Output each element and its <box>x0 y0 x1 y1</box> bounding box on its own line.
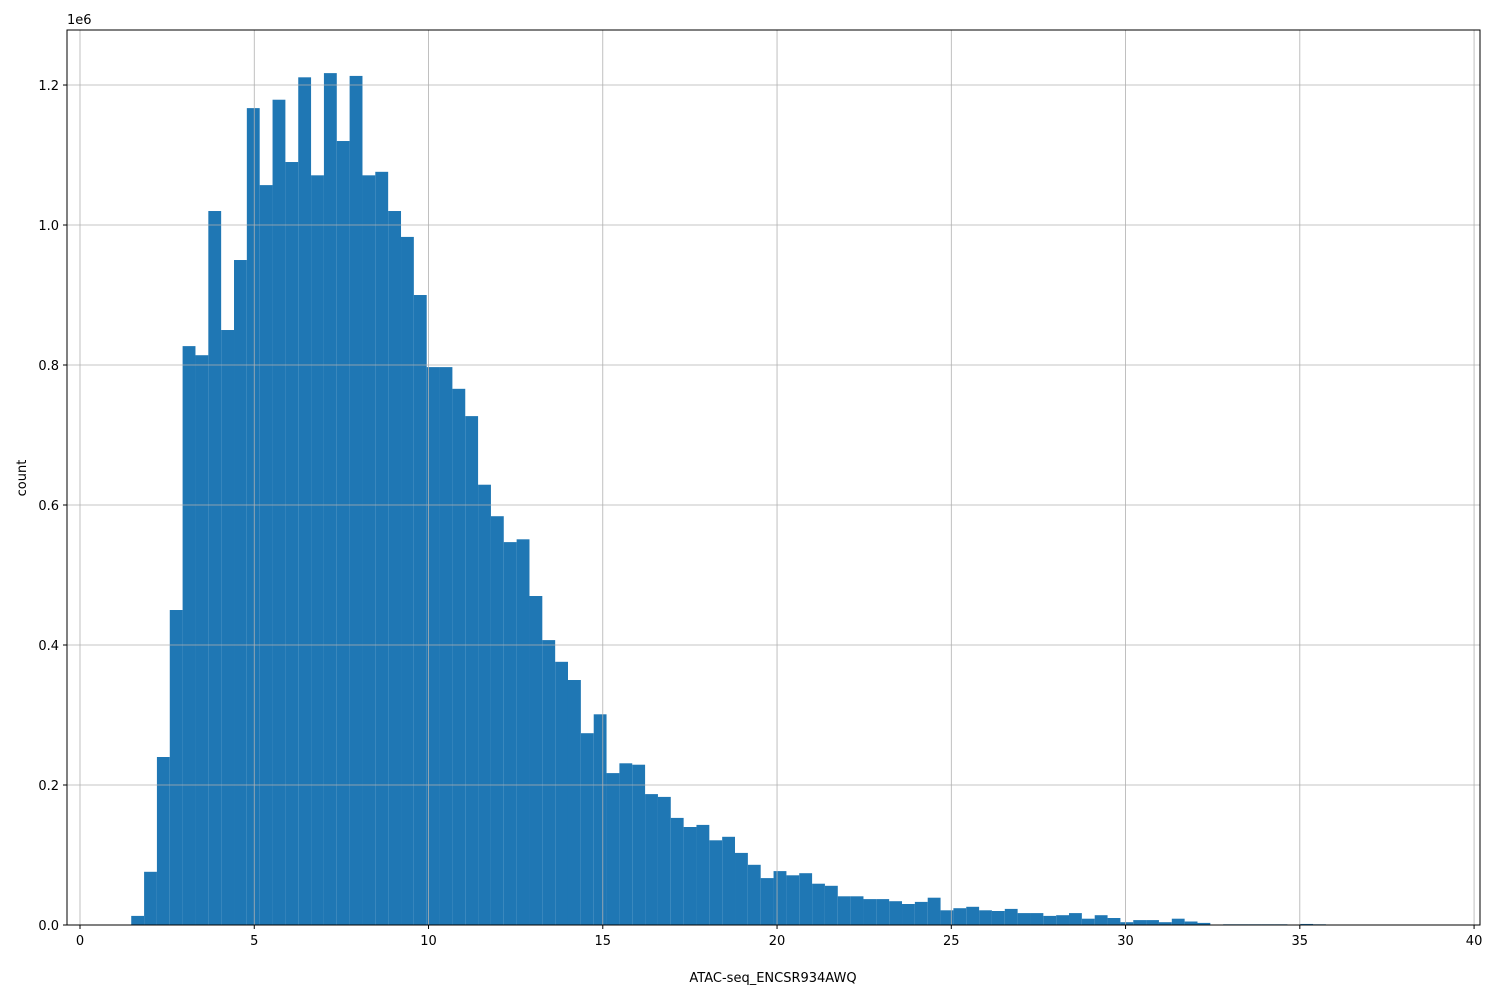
bar <box>748 865 761 925</box>
bar <box>1172 919 1185 925</box>
y-tick-label: 0.6 <box>38 499 59 514</box>
bar <box>440 367 453 925</box>
x-axis-label: ATAC-seq_ENCSR934AWQ <box>689 971 856 986</box>
bar <box>452 389 465 925</box>
bar <box>645 794 658 925</box>
bar <box>504 542 517 925</box>
bar <box>902 904 915 925</box>
bar <box>350 76 363 925</box>
bar <box>208 211 221 925</box>
bar <box>1133 920 1146 925</box>
bar <box>568 680 581 925</box>
x-tick-label: 0 <box>76 934 84 949</box>
bar <box>375 172 388 925</box>
bar <box>401 237 414 925</box>
bar <box>735 853 748 925</box>
bar <box>195 355 208 925</box>
bar <box>1095 915 1108 925</box>
y-tick-label: 0.0 <box>38 919 59 934</box>
bar <box>786 875 799 925</box>
bar <box>247 108 260 925</box>
bar <box>838 896 851 925</box>
x-tick-label: 5 <box>250 934 258 949</box>
bar <box>298 77 311 925</box>
bar <box>324 73 337 925</box>
bar <box>131 916 144 925</box>
bar <box>542 640 555 925</box>
bar <box>517 539 530 925</box>
bar <box>876 899 889 925</box>
x-tick-label: 15 <box>595 934 612 949</box>
bar <box>273 100 286 925</box>
bar <box>465 416 478 925</box>
bar <box>1069 913 1082 925</box>
bar <box>285 162 298 925</box>
x-tick-label: 20 <box>769 934 786 949</box>
bar <box>337 141 350 925</box>
bar <box>992 911 1005 925</box>
bar <box>979 910 992 925</box>
y-tick-label: 0.2 <box>38 779 59 794</box>
bar <box>632 765 645 925</box>
bar <box>362 175 375 925</box>
bar <box>619 763 632 925</box>
bar <box>157 757 170 925</box>
bar <box>1043 916 1056 925</box>
offset-label: 1e6 <box>67 13 92 28</box>
bar <box>607 773 620 925</box>
bar <box>851 896 864 925</box>
bar <box>658 797 671 925</box>
bar <box>722 837 735 925</box>
bar <box>594 714 607 925</box>
bar <box>863 899 876 925</box>
bar <box>414 295 427 925</box>
bar <box>684 827 697 925</box>
x-tick-label: 10 <box>420 934 437 949</box>
bar <box>1108 918 1121 925</box>
bar <box>478 485 491 925</box>
x-tick-label: 35 <box>1292 934 1309 949</box>
bar <box>1018 913 1031 925</box>
bar <box>671 818 684 925</box>
y-tick-label: 1.0 <box>38 219 59 234</box>
bar <box>696 825 709 925</box>
bar <box>1030 913 1043 925</box>
bar <box>260 185 273 925</box>
bar <box>1056 915 1069 925</box>
bar <box>953 908 966 925</box>
bar <box>889 901 902 925</box>
bar <box>915 902 928 925</box>
bar <box>825 886 838 925</box>
x-tick-label: 30 <box>1117 934 1134 949</box>
bar <box>1082 919 1095 925</box>
bar <box>774 871 787 925</box>
bar <box>170 610 183 925</box>
bar <box>928 898 941 925</box>
y-tick-label: 1.2 <box>38 79 59 94</box>
bar <box>388 211 401 925</box>
x-tick-label: 25 <box>943 934 960 949</box>
bar <box>555 662 568 925</box>
bar <box>234 260 247 925</box>
bar <box>1185 922 1198 925</box>
bar <box>1005 909 1018 925</box>
bar <box>966 907 979 925</box>
bar <box>183 346 196 925</box>
bar <box>1146 920 1159 925</box>
bar <box>709 840 722 925</box>
bar <box>491 516 504 925</box>
bar <box>311 175 324 925</box>
y-tick-label: 0.4 <box>38 639 59 654</box>
bar <box>761 878 774 925</box>
y-axis-label: count <box>15 460 30 497</box>
x-tick-label: 40 <box>1466 934 1483 949</box>
bar <box>799 873 812 925</box>
y-tick-label: 0.8 <box>38 359 59 374</box>
bar <box>221 330 234 925</box>
bar <box>144 872 157 925</box>
bar <box>581 733 594 925</box>
bar <box>812 884 825 925</box>
